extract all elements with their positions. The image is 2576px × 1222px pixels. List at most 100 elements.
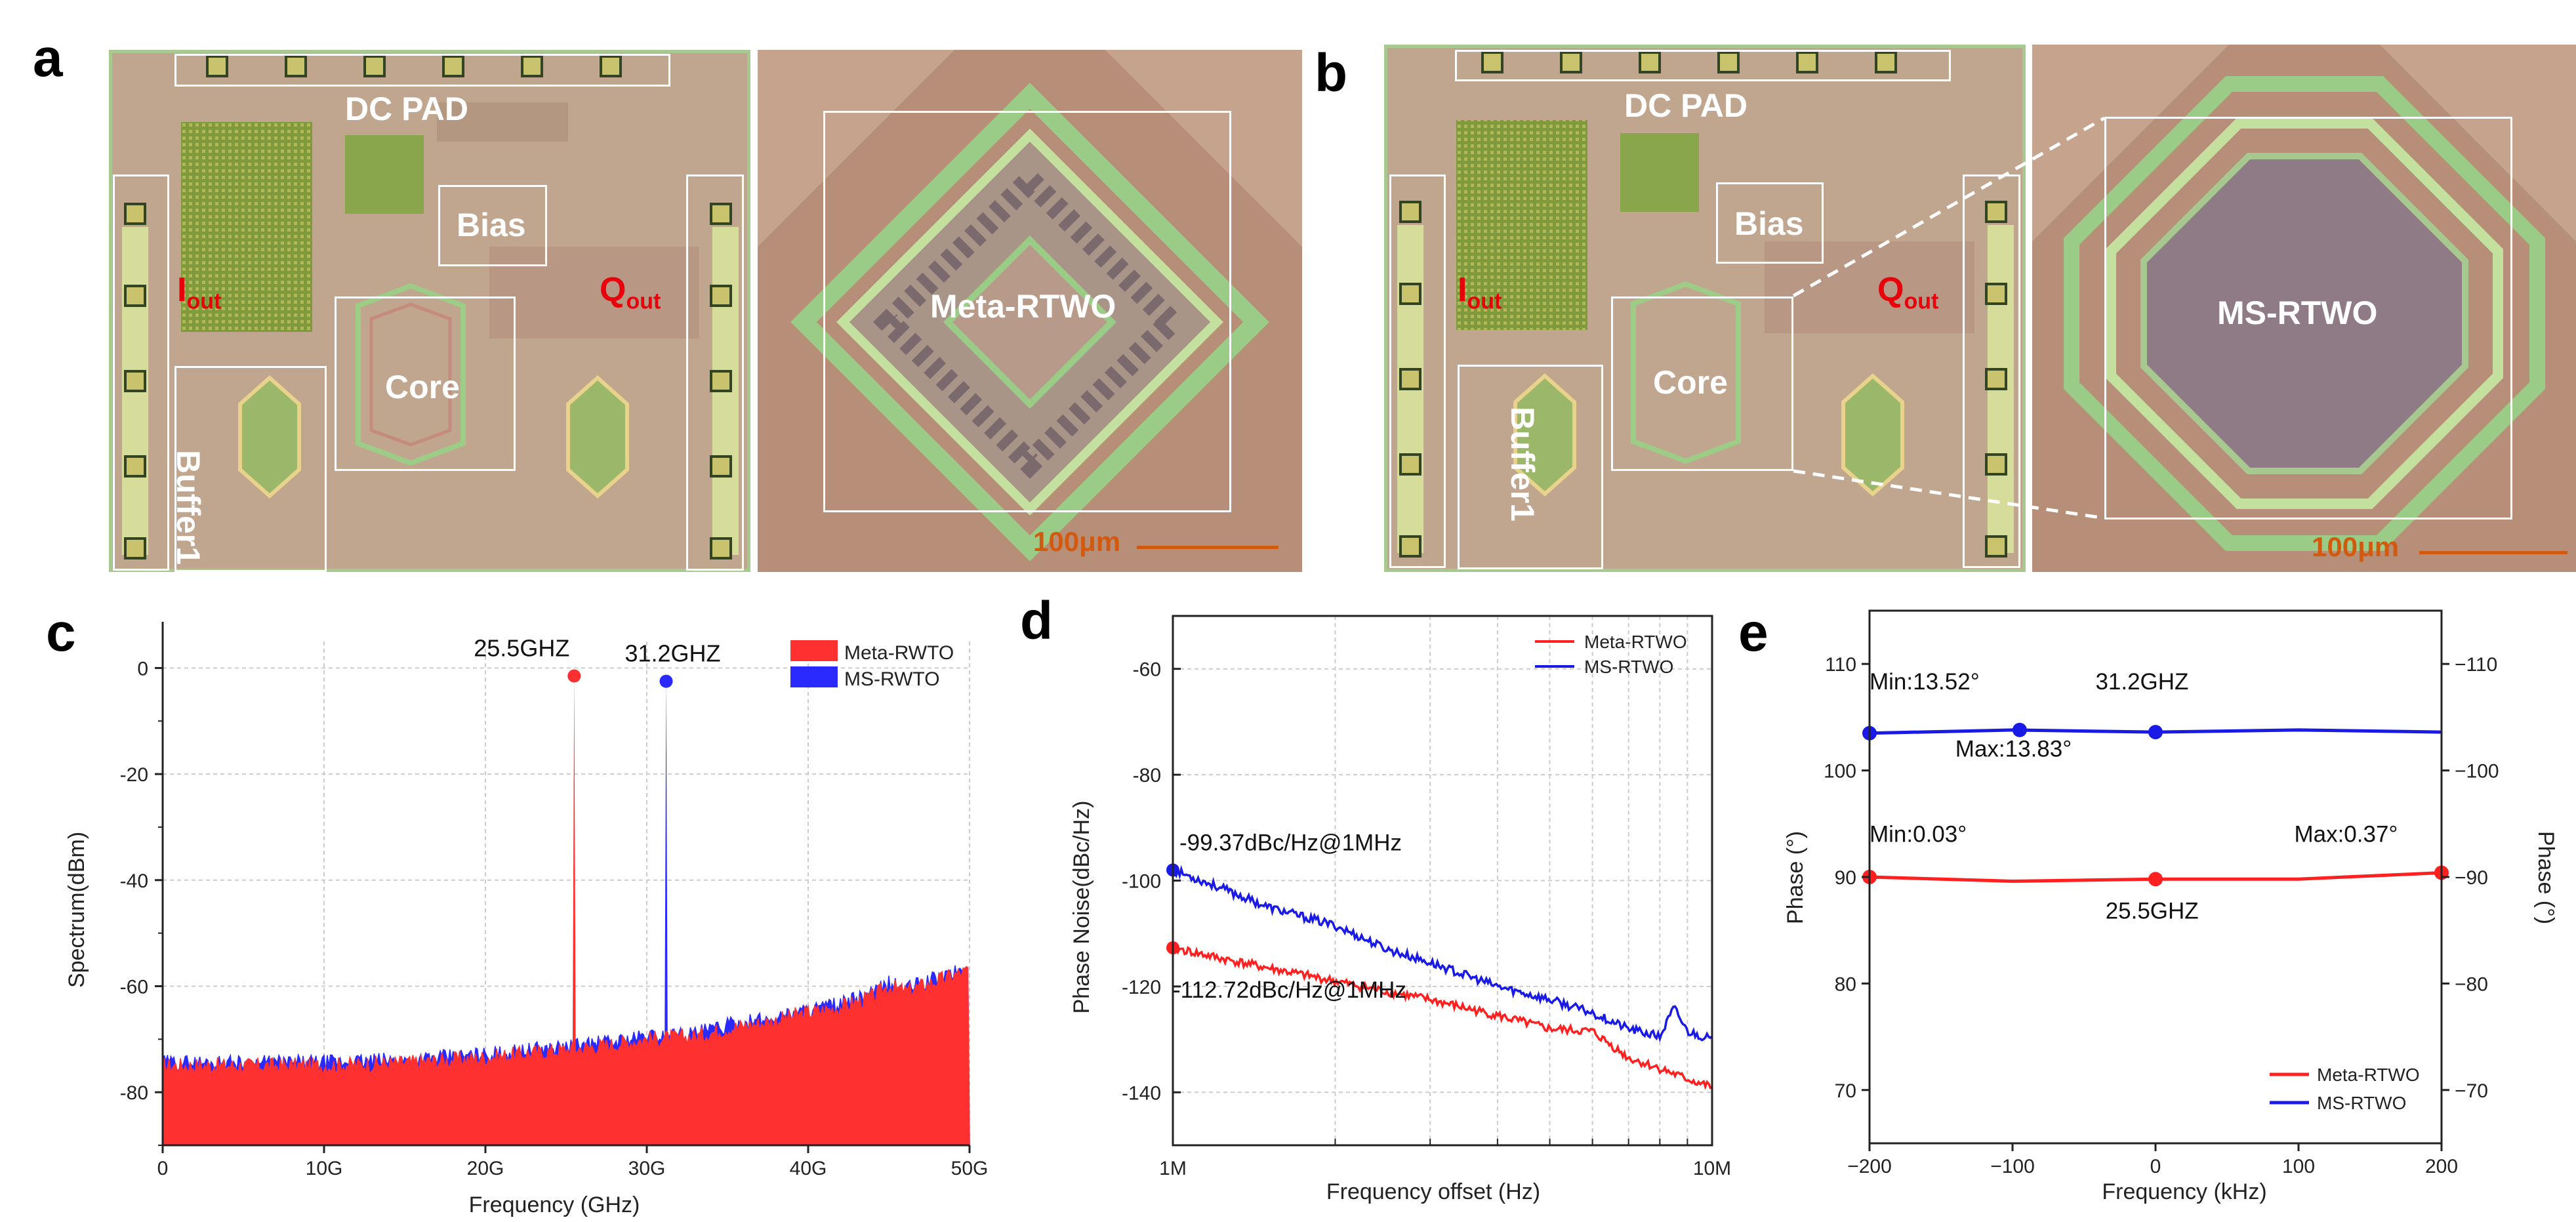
panel-letter-c: c (46, 603, 76, 662)
i-out-label-b: Iout (1458, 270, 1502, 314)
phase-marker-ms (2012, 722, 2027, 737)
legend-label-ms: MS-RWTO (844, 668, 940, 690)
spectrum-axes (161, 622, 970, 1147)
y-tick-label-right: −70 (2455, 1080, 2488, 1102)
phase-annotation: Min:13.52° (1870, 669, 1980, 695)
i-out-sub-b: out (1467, 289, 1502, 314)
annotation-meta-1mhz: -112.72dBc/Hz@1MHz (1173, 977, 1406, 1003)
y-tick-label: -40 (120, 870, 148, 892)
phase-series (1862, 722, 2449, 887)
spectrum-legend: Meta-RWTO MS-RWTO (790, 640, 954, 690)
x-tick-label: 20G (467, 1158, 504, 1179)
spectrum-series (162, 676, 970, 1146)
phase-marker-meta (2148, 872, 2163, 887)
spectrum-peak-meta (572, 676, 577, 1145)
spectrum-chart: 0 10G 20G 30G 40G 50G 0 -20 -40 -60 -80 25.5GHZ 31.… (64, 622, 989, 1217)
y-tick-label-right: −90 (2455, 867, 2488, 889)
phase-noise-line-meta (1172, 943, 1713, 1090)
phase-annotation: 25.5GHZ (2106, 898, 2199, 924)
buffer-label-b: Buffer1 (1504, 407, 1541, 522)
phase-noise-y-label: Phase Noise(dBc/Hz) (1069, 800, 1094, 1013)
spectrum-ticks: 0 10G 20G 30G 40G 50G 0 -20 -40 -60 -80 (120, 658, 989, 1179)
x-tick-label: 10M (1693, 1158, 1731, 1179)
right-io-box-b (1963, 174, 2020, 568)
phase-chart: 70 −70 80 −80 90 −90 100 −100 110 −110 −200 −100 0 10… (1783, 609, 2558, 1204)
scale-bar-a (1137, 546, 1278, 549)
y-tick-label: 0 (137, 658, 148, 680)
legend-label-meta: Meta-RWTO (844, 642, 954, 664)
i-out-label: Iout (177, 270, 221, 314)
dc-pad-box-b (1455, 50, 1951, 81)
annotation-ms-1mhz: -99.37dBc/Hz@1MHz (1179, 830, 1402, 855)
buffer-label: Buffer1 (170, 450, 207, 565)
meta-rtwo-box (823, 111, 1231, 512)
panel-letter-e: e (1738, 603, 1768, 662)
phase-annotations: Min:13.52° 31.2GHZ Max:13.83° Min:0.03° Max:… (1870, 669, 2398, 924)
scale-label-a: 100μm (1033, 526, 1121, 557)
spectrum-x-label: Frequency (GHz) (469, 1192, 640, 1217)
phase-noise-series (1166, 863, 1713, 1090)
x-tick-label: 50G (951, 1158, 989, 1179)
phase-noise-legend: Meta-RTWO MS-RTWO (1535, 632, 1687, 677)
core-zoom-b: MS-RTWO 100μm (2032, 45, 2576, 572)
dc-pad-label: DC PAD (345, 91, 468, 127)
legend-label-ms-e: MS-RTWO (2317, 1093, 2406, 1113)
phase-x-label: Frequency (kHz) (2102, 1179, 2266, 1204)
x-tick-label: 0 (157, 1158, 169, 1179)
y-tick-label: -60 (120, 976, 148, 998)
i-out-main: I (177, 271, 187, 309)
legend-label-meta-e: Meta-RTWO (2317, 1065, 2420, 1085)
x-tick-label: 40G (790, 1158, 827, 1179)
y-tick-label: -60 (1133, 659, 1161, 681)
q-out-main-b: Q (1877, 271, 1904, 309)
chip-micrograph-a: DC PAD Bias Core Buffer1 Iout Qout (109, 50, 750, 572)
phase-noise-line-ms (1172, 865, 1713, 1043)
phase-annotation: Min:0.03° (1870, 821, 1967, 847)
x-tick-label: −200 (1847, 1156, 1892, 1177)
spectrum-y-label: Spectrum(dBm) (64, 832, 89, 988)
core-label: Core (385, 369, 460, 405)
y-tick-label-right: −100 (2455, 761, 2499, 783)
phase-noise-grid (1173, 616, 1712, 1145)
x-tick-label: 1M (1159, 1158, 1187, 1179)
bias-label: Bias (457, 207, 526, 243)
y-tick-label: 80 (1835, 973, 1856, 995)
bias-box (438, 185, 547, 266)
q-out-sub-b: out (1904, 289, 1939, 314)
y-tick-label: 70 (1835, 1080, 1856, 1102)
peak-marker-meta (567, 669, 581, 683)
y-tick-label-right: −80 (2455, 973, 2488, 995)
x-tick-label: 0 (2150, 1156, 2161, 1177)
x-tick-label: 10G (306, 1158, 343, 1179)
scale-label-b: 100μm (2312, 531, 2400, 562)
chip-micrograph-b: DC PAD Bias Core Buffer1 Iout Qout (1384, 45, 2026, 572)
left-io-box (113, 174, 169, 571)
chip-layout-graphic (109, 50, 750, 572)
phase-y-label-right: Phase (°) (2533, 831, 2558, 924)
core-box (335, 296, 516, 471)
ms-rtwo-label: MS-RTWO (2217, 295, 2378, 331)
dc-pad-label-b: DC PAD (1624, 87, 1748, 124)
core-label-b: Core (1653, 364, 1728, 401)
spectrum-peaks: 25.5GHZ 31.2GHZ (474, 635, 721, 688)
panel-letter-d: d (1020, 591, 1053, 651)
legend-label-ms-d: MS-RTWO (1584, 657, 1673, 677)
spectrum-peak-ms (664, 681, 668, 1145)
legend-swatch-meta (790, 640, 838, 661)
phase-annotation: 31.2GHZ (2095, 669, 2188, 695)
x-tick-label: 200 (2425, 1156, 2458, 1177)
phase-marker-ms (2148, 725, 2163, 740)
panel-letter-b: b (1315, 43, 1348, 103)
ms-rtwo-box (2104, 117, 2512, 519)
y-tick-label: -100 (1122, 871, 1161, 893)
phase-annotation: Max:0.37° (2294, 821, 2398, 847)
phase-noise-annotations: -99.37dBc/Hz@1MHz -112.72dBc/Hz@1MHz (1173, 830, 1406, 1003)
left-io-box-b (1389, 174, 1446, 568)
spectrum-area-meta (162, 966, 970, 1146)
phase-noise-chart: -60 -80 -100 -120 -140 1M 10M -99.37dBc/Hz@1MH… (1069, 615, 1731, 1204)
dc-pad-box (174, 54, 670, 87)
x-tick-label: 30G (628, 1158, 666, 1179)
right-io-box (686, 174, 744, 571)
panel-letter-a: a (33, 28, 63, 88)
y-tick-label: -140 (1122, 1082, 1161, 1104)
